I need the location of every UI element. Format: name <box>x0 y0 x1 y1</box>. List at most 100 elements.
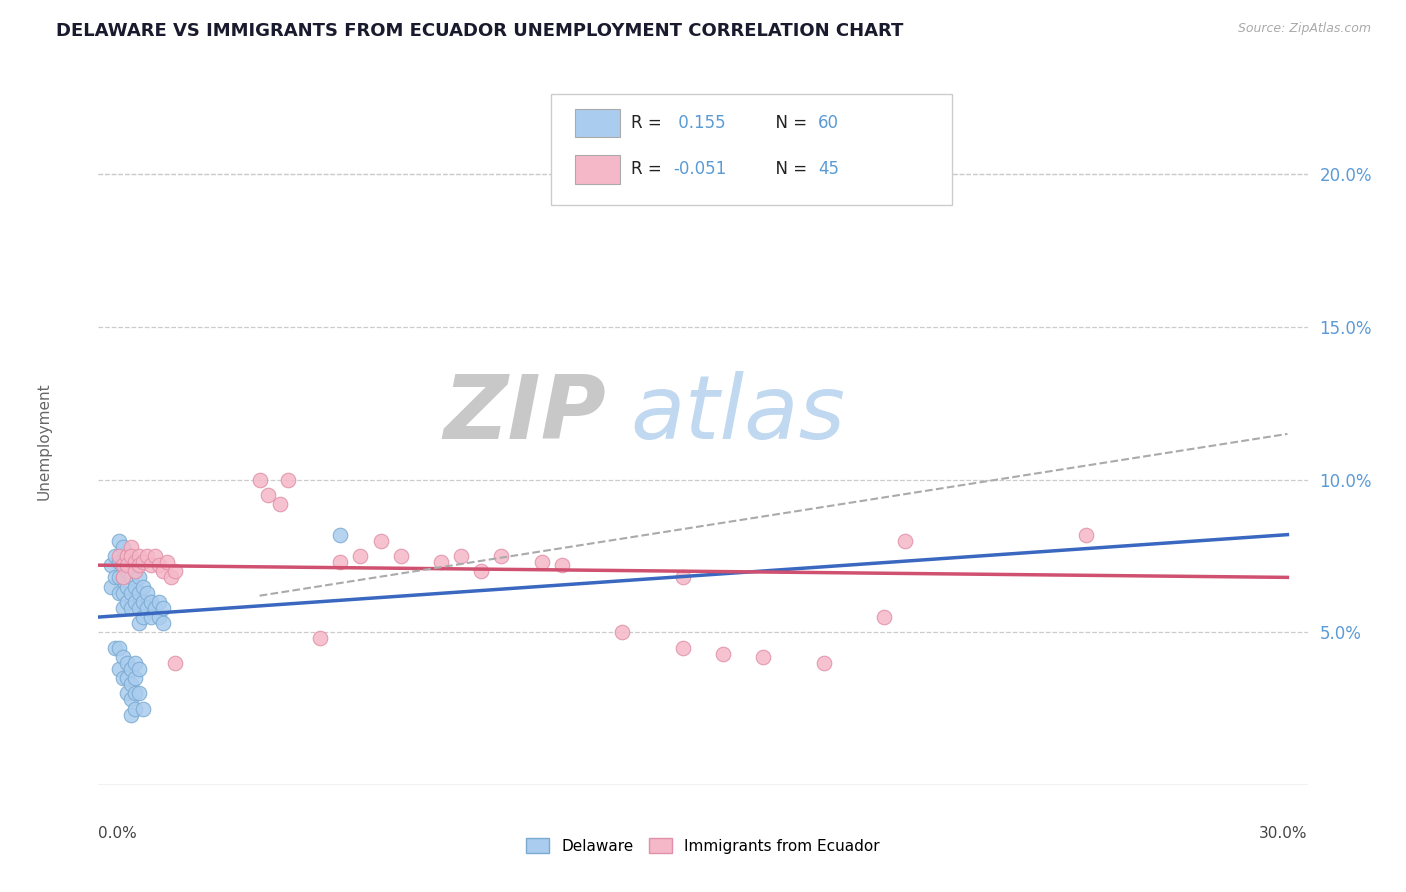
Point <box>124 555 146 569</box>
Point <box>128 558 150 573</box>
Text: 45: 45 <box>818 161 839 178</box>
Point <box>120 549 142 563</box>
Point <box>120 677 142 691</box>
Point <box>256 488 278 502</box>
Point <box>124 686 146 700</box>
Point <box>111 601 134 615</box>
Point <box>152 564 174 578</box>
Text: Source: ZipAtlas.com: Source: ZipAtlas.com <box>1237 22 1371 36</box>
Point <box>160 570 183 584</box>
Point <box>111 649 134 664</box>
Point <box>893 533 915 548</box>
Point <box>103 640 125 655</box>
Point <box>135 549 157 563</box>
Point <box>115 671 138 685</box>
Point <box>115 549 138 563</box>
Point <box>111 540 134 554</box>
Text: Unemployment: Unemployment <box>37 383 52 500</box>
Point <box>389 549 412 563</box>
Point <box>107 549 129 563</box>
Point <box>120 692 142 706</box>
Point <box>120 662 142 676</box>
Point <box>132 580 155 594</box>
Point <box>132 701 155 715</box>
Point <box>128 662 150 676</box>
Point <box>163 656 186 670</box>
Point <box>120 601 142 615</box>
Point <box>115 686 138 700</box>
Point <box>143 549 166 563</box>
Text: N =: N = <box>765 161 811 178</box>
Point <box>111 555 134 569</box>
Point <box>139 595 162 609</box>
Legend: Delaware, Immigrants from Ecuador: Delaware, Immigrants from Ecuador <box>520 831 886 860</box>
Point <box>115 558 138 573</box>
Text: -0.051: -0.051 <box>673 161 727 178</box>
Point <box>430 555 453 569</box>
Point <box>148 595 170 609</box>
Text: R =: R = <box>631 161 666 178</box>
Point <box>269 497 291 511</box>
Point <box>115 564 138 578</box>
Point <box>124 580 146 594</box>
Point <box>132 610 155 624</box>
Text: ZIP: ZIP <box>443 370 606 458</box>
Point <box>148 610 170 624</box>
Point <box>139 610 162 624</box>
Point <box>873 610 896 624</box>
Point <box>100 580 122 594</box>
Point <box>329 527 352 541</box>
Point <box>115 595 138 609</box>
Point <box>491 549 513 563</box>
Point <box>128 570 150 584</box>
Text: atlas: atlas <box>630 371 845 457</box>
Point <box>120 707 142 722</box>
Point <box>120 570 142 584</box>
Point <box>124 701 146 715</box>
Point <box>672 640 695 655</box>
Point <box>111 570 134 584</box>
Point <box>672 570 695 584</box>
Point <box>163 564 186 578</box>
Point <box>115 580 138 594</box>
Text: 0.0%: 0.0% <box>98 826 138 841</box>
Point <box>103 570 125 584</box>
Point <box>135 585 157 599</box>
Point <box>124 656 146 670</box>
Point <box>277 473 299 487</box>
Point <box>111 558 134 573</box>
Point <box>148 558 170 573</box>
Point <box>111 570 134 584</box>
Point <box>107 533 129 548</box>
Point <box>349 549 371 563</box>
Point <box>111 671 134 685</box>
Point <box>156 555 179 569</box>
Text: N =: N = <box>765 114 811 132</box>
Point <box>115 549 138 563</box>
Point <box>309 632 332 646</box>
Point <box>139 558 162 573</box>
Point <box>124 595 146 609</box>
Point <box>124 564 146 578</box>
Point <box>120 555 142 569</box>
Point <box>115 656 138 670</box>
Point <box>530 555 553 569</box>
Point <box>470 564 492 578</box>
Point <box>111 585 134 599</box>
Point <box>551 558 574 573</box>
Point <box>1074 527 1097 541</box>
Point <box>107 555 129 569</box>
Point <box>249 473 271 487</box>
Point <box>152 601 174 615</box>
Point <box>128 549 150 563</box>
Point <box>124 671 146 685</box>
Point <box>128 601 150 615</box>
Point <box>813 656 835 670</box>
Text: 60: 60 <box>818 114 839 132</box>
Point <box>711 647 734 661</box>
Text: 30.0%: 30.0% <box>1260 826 1308 841</box>
Point <box>143 601 166 615</box>
Point <box>612 625 634 640</box>
Point <box>752 649 775 664</box>
Point <box>450 549 472 563</box>
